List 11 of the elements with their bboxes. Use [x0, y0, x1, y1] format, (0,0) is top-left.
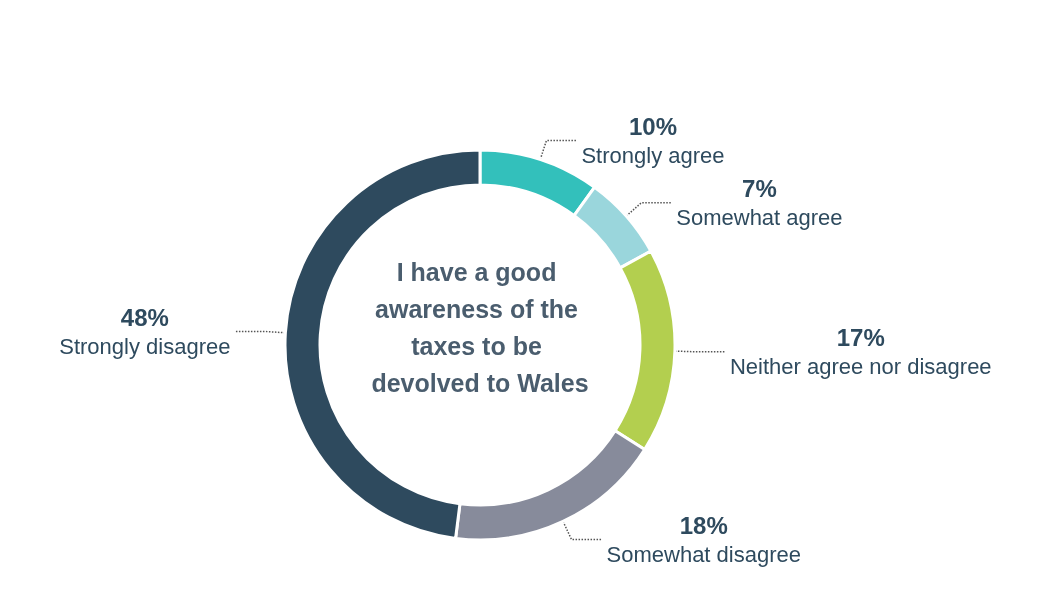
data-label: 7%	[742, 175, 777, 203]
data-label: 18%	[679, 512, 728, 540]
data-label: 48%	[120, 304, 169, 331]
slice-label: Strongly agree	[581, 143, 725, 169]
slice-label: Somewhat agree	[676, 205, 843, 231]
slice-label: Somewhat disagree	[606, 542, 801, 568]
data-label: 10%	[628, 113, 678, 141]
data-label: 17%	[836, 324, 885, 352]
text: I have a good awareness of the taxes to be devolved to Wales	[371, 257, 589, 397]
slice-label: Neither agree nor disagree	[729, 354, 992, 380]
slice-label: Strongly disagree	[59, 334, 231, 359]
